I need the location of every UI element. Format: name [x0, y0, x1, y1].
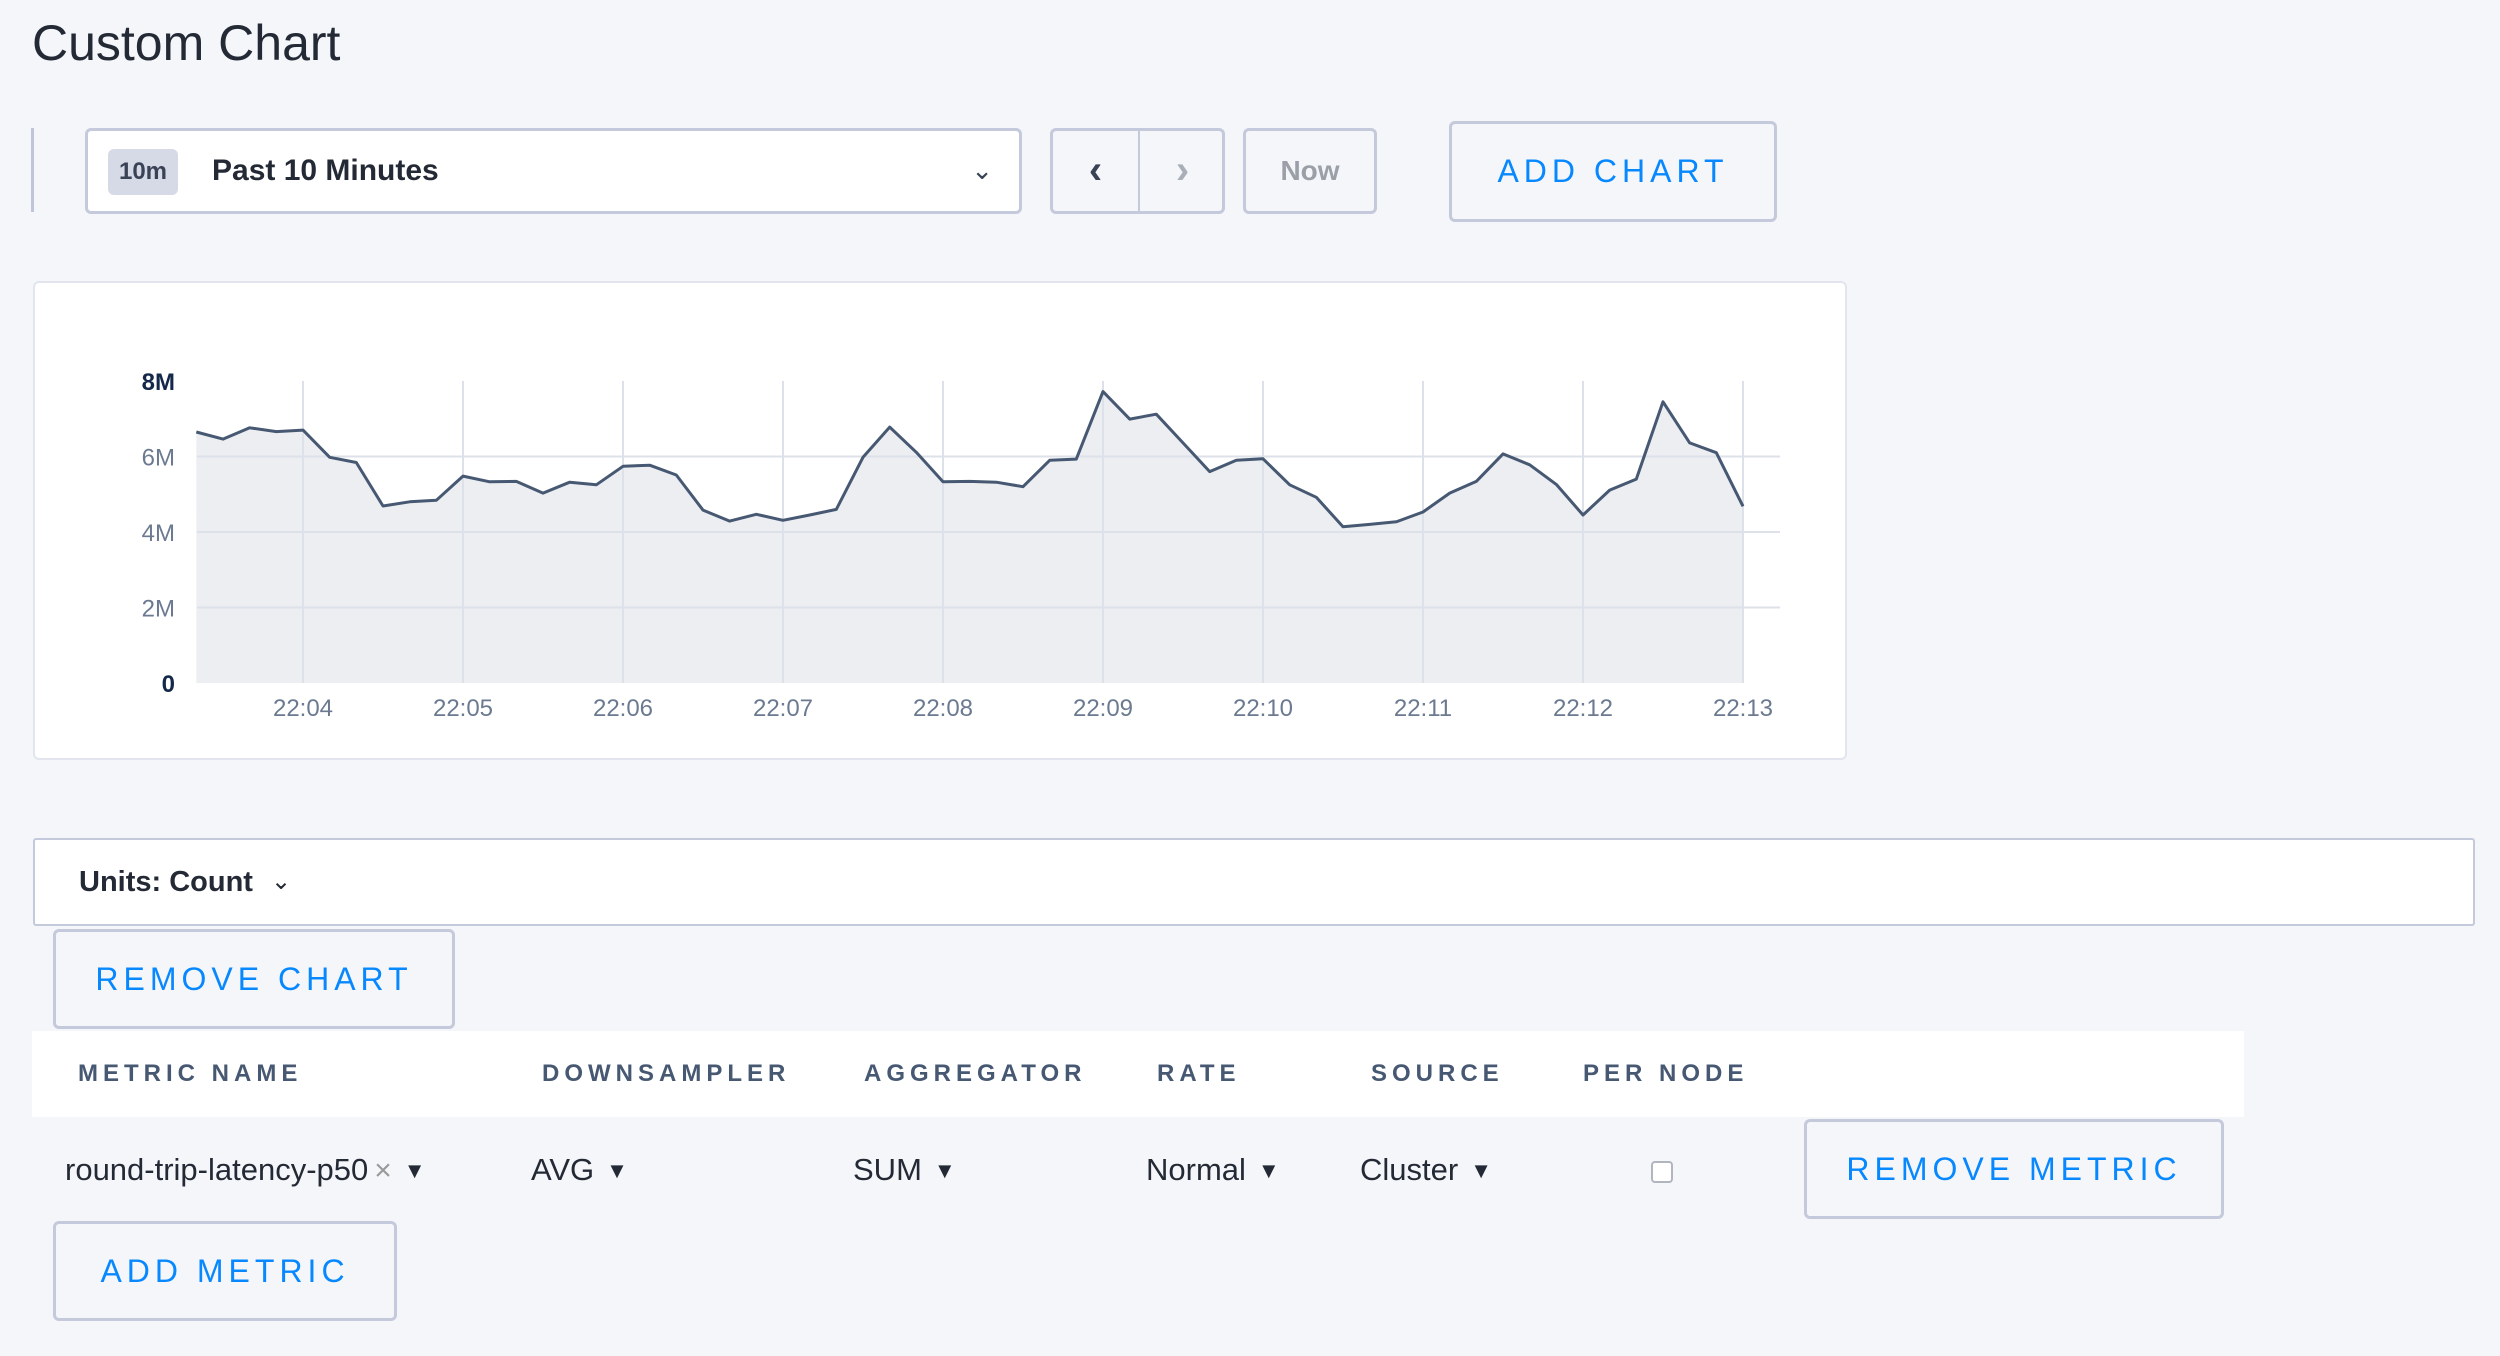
- units-label: Units: Count: [79, 866, 253, 898]
- metric-name-value: round-trip-latency-p50: [65, 1152, 369, 1187]
- now-button[interactable]: Now: [1243, 128, 1377, 214]
- chevron-down-icon: ⌄: [271, 868, 292, 895]
- line-chart: 0 2M 4M 6M 8M 22:04 22:05 22:06 22:07 22:08 22:09 2…: [142, 369, 1780, 722]
- next-button[interactable]: ›: [1140, 131, 1225, 211]
- column-header-source: SOURCE: [1371, 1060, 1504, 1087]
- units-dropdown[interactable]: Units: Count ⌄: [33, 838, 2475, 926]
- x-tick-label: 22:04: [273, 695, 333, 722]
- y-tick-label: 6M: [142, 445, 175, 472]
- column-header-metric-name: METRIC NAME: [78, 1060, 303, 1087]
- x-tick-label: 22:09: [1073, 695, 1133, 722]
- clear-icon[interactable]: ×: [374, 1154, 392, 1187]
- source-select[interactable]: Cluster ▼: [1360, 1145, 1492, 1196]
- column-header-per-node: PER NODE: [1583, 1060, 1749, 1087]
- x-tick-label: 22:12: [1553, 695, 1613, 722]
- time-range-dropdown[interactable]: 10m Past 10 Minutes ⌄: [85, 128, 1022, 214]
- add-metric-button[interactable]: ADD METRIC: [53, 1221, 397, 1321]
- downsampler-value: AVG: [531, 1152, 595, 1187]
- y-tick-label: 2M: [142, 596, 175, 623]
- downsampler-select[interactable]: AVG ▼: [531, 1145, 628, 1196]
- remove-metric-button[interactable]: REMOVE METRIC: [1804, 1119, 2224, 1219]
- y-tick-label: 8M: [142, 369, 175, 396]
- divider: [31, 128, 34, 212]
- previous-button[interactable]: ‹: [1053, 131, 1140, 211]
- metric-name-select[interactable]: round-trip-latency-p50 × ▼: [65, 1145, 426, 1196]
- x-tick-label: 22:13: [1713, 695, 1773, 722]
- remove-chart-button[interactable]: REMOVE CHART: [53, 929, 455, 1029]
- caret-down-icon: ▼: [1470, 1158, 1492, 1183]
- page-title: Custom Chart: [32, 15, 341, 71]
- caret-down-icon: ▼: [1257, 1158, 1280, 1183]
- source-value: Cluster: [1360, 1152, 1459, 1187]
- x-tick-label: 22:07: [753, 695, 813, 722]
- time-nav-group: ‹ ›: [1050, 128, 1225, 214]
- rate-select[interactable]: Normal ▼: [1146, 1145, 1280, 1196]
- chevron-right-icon: ›: [1175, 148, 1190, 192]
- x-tick-label: 22:06: [593, 695, 653, 722]
- chevron-left-icon: ‹: [1088, 148, 1103, 192]
- column-header-aggregator: AGGREGATOR: [864, 1060, 1087, 1087]
- x-tick-label: 22:08: [913, 695, 973, 722]
- x-tick-label: 22:10: [1233, 695, 1293, 722]
- range-badge: 10m: [108, 149, 178, 195]
- range-label: Past 10 Minutes: [212, 154, 439, 187]
- add-chart-button[interactable]: ADD CHART: [1449, 121, 1777, 222]
- caret-down-icon: ▼: [606, 1158, 628, 1183]
- aggregator-select[interactable]: SUM ▼: [853, 1145, 956, 1196]
- y-tick-label: 0: [162, 671, 175, 698]
- aggregator-value: SUM: [853, 1152, 922, 1187]
- x-tick-label: 22:11: [1394, 695, 1452, 722]
- caret-down-icon: ▼: [403, 1158, 426, 1183]
- chart-card: 0 2M 4M 6M 8M 22:04 22:05 22:06 22:07 22:08 22:09 2…: [33, 281, 1847, 760]
- column-header-downsampler: DOWNSAMPLER: [542, 1060, 791, 1087]
- column-header-rate: RATE: [1157, 1060, 1241, 1087]
- chart-area-fill: [196, 391, 1743, 683]
- per-node-checkbox[interactable]: [1651, 1161, 1673, 1183]
- x-tick-label: 22:05: [433, 695, 493, 722]
- chevron-down-icon: ⌄: [971, 155, 993, 185]
- metrics-table-header: METRIC NAME DOWNSAMPLER AGGREGATOR RATE …: [32, 1031, 2244, 1117]
- rate-value: Normal: [1146, 1152, 1246, 1187]
- y-tick-label: 4M: [142, 520, 175, 547]
- caret-down-icon: ▼: [933, 1158, 956, 1183]
